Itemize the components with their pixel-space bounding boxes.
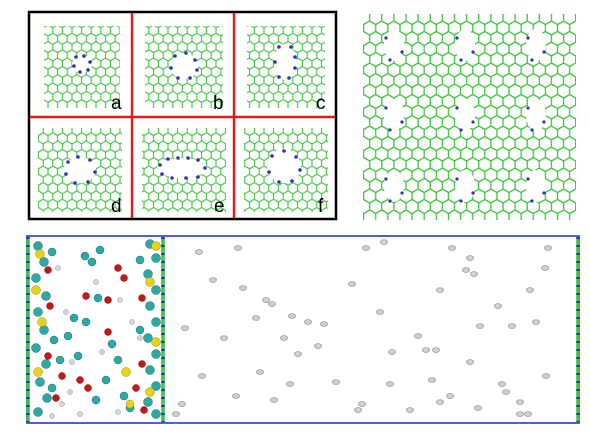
liquid-right-column (135, 239, 161, 419)
panel-label-c: c (316, 93, 326, 114)
cell-e: e (142, 128, 226, 217)
panel-label-d: d (111, 196, 122, 217)
simulation-cell (26, 235, 580, 424)
panel-label-f: f (318, 196, 324, 217)
cell-b: b (145, 26, 224, 114)
cell-d: d (38, 128, 122, 217)
pore-edge-atoms (384, 36, 546, 203)
liquid-left-column (31, 241, 73, 419)
pore-array (384, 29, 546, 202)
pore-variants-grid: a b c (27, 10, 338, 221)
periodic-membrane-sheet (363, 14, 576, 220)
panel-label-b: b (213, 93, 224, 114)
cell-f: f (244, 128, 328, 217)
cell-c: c (247, 26, 326, 114)
panel-label-a: a (111, 93, 122, 114)
panel-label-e: e (214, 196, 225, 217)
liquid-interior (63, 245, 143, 417)
cell-a: a (44, 26, 122, 114)
gas-molecules (172, 239, 552, 417)
